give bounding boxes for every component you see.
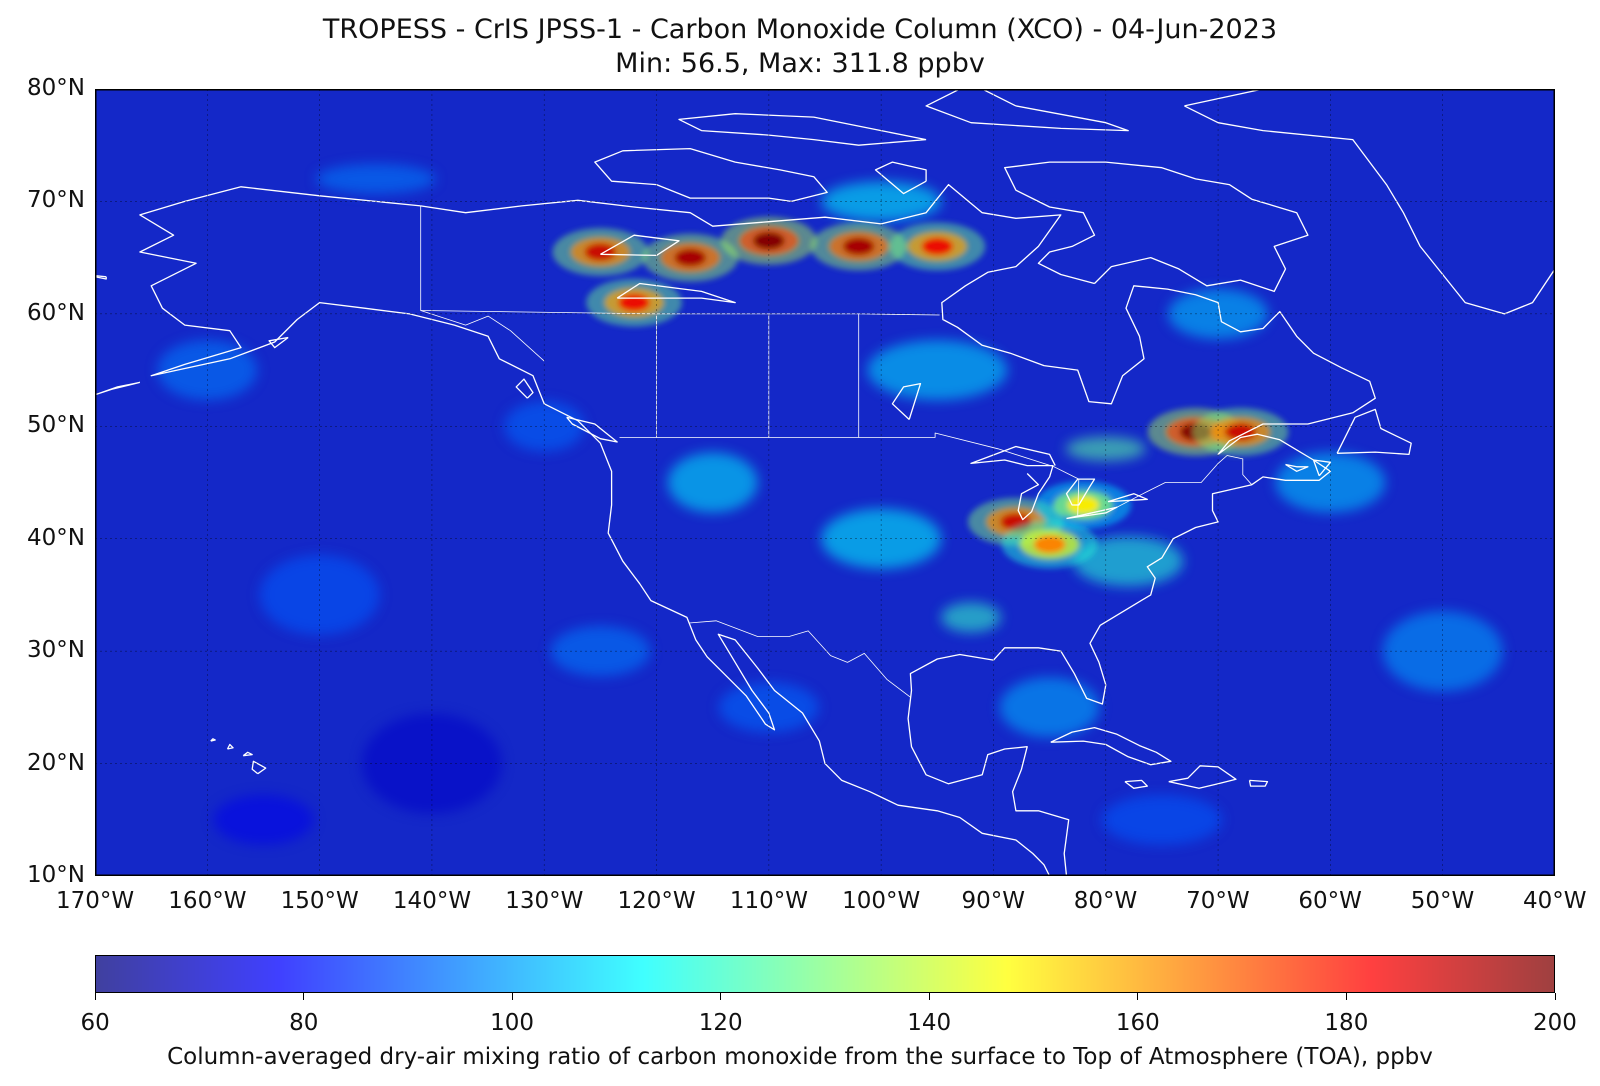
co-field-patch (941, 602, 1001, 633)
latitude-tick-label: 30°N (27, 637, 85, 664)
coastline-segment (874, 161, 927, 195)
colorbar-tick-label: 140 (907, 1010, 952, 1036)
coastline-segment (242, 751, 253, 757)
graticule (95, 89, 1555, 876)
coastline-segment (1050, 726, 1172, 766)
co-field-patch (867, 340, 1008, 401)
border-segment (420, 310, 940, 316)
coastline-segment (1107, 493, 1148, 503)
longitude-tick-label: 160°W (168, 888, 247, 914)
coastline-segment (566, 416, 618, 443)
co-field-patch (999, 677, 1100, 738)
co-plume (584, 243, 617, 262)
co-plume (674, 248, 707, 267)
border-segment (689, 620, 911, 698)
latitude-tick-label: 60°N (27, 299, 85, 326)
longitude-tick-label: 150°W (280, 888, 359, 914)
co-field-patch (667, 452, 758, 513)
coastline-segment (515, 378, 534, 399)
latitude-tick-label: 20°N (27, 749, 85, 776)
colorbar-tick-label: 200 (1533, 1010, 1577, 1036)
coastline-segment (891, 382, 922, 420)
longitude-tick-label: 90°W (961, 888, 1025, 914)
longitude-tick-label: 120°W (617, 888, 696, 914)
colorbar-tick-label: 100 (490, 1010, 535, 1036)
map-title: TROPESS - CrIS JPSS-1 - Carbon Monoxide … (322, 14, 1278, 45)
colorbar-tick-mark (928, 993, 930, 1000)
coastline-segment (616, 282, 736, 304)
colorbar-tick-label: 180 (1324, 1010, 1369, 1036)
coastline-segment (210, 738, 216, 742)
colorbar-tick-mark (1345, 993, 1347, 1000)
longitude-tick-label: 140°W (392, 888, 472, 914)
longitude-tick-label: 110°W (729, 888, 808, 914)
longitude-tick-label: 80°W (1073, 888, 1138, 914)
coastline-segment (95, 381, 141, 396)
coastline-segment (925, 89, 1129, 132)
co-field-patch (1065, 436, 1146, 461)
latitude-tick-label: 10°N (27, 862, 85, 888)
coastline-segment (1312, 459, 1332, 477)
longitude-tick-label: 40°W (1523, 888, 1587, 914)
coastline-segment (1285, 463, 1309, 472)
longitude-tick-label: 50°W (1410, 888, 1475, 914)
map-subtitle: Min: 56.5, Max: 311.8 ppbv (615, 48, 985, 79)
co-field-patch (718, 682, 819, 733)
latitude-tick-label: 50°N (27, 412, 85, 439)
latitude-tick-label: 40°N (27, 524, 85, 551)
border-segment (420, 205, 545, 362)
colorbar-label: Column-averaged dry-air mixing ratio of … (167, 1044, 1433, 1070)
latitude-tick-label: 70°N (27, 187, 85, 214)
colorbar-tick-mark (720, 993, 722, 1000)
colorbar-tick-mark (1137, 993, 1139, 1000)
coastline-segment (251, 760, 267, 775)
colorbar-tick-label: 60 (80, 1010, 110, 1036)
co-field-patch (1382, 611, 1503, 692)
coastline-segment (1248, 779, 1269, 787)
coastline-segment (1168, 765, 1237, 789)
co-field-patch (1275, 452, 1386, 513)
colorbar-tick-label: 120 (698, 1010, 743, 1036)
co-plume (1067, 495, 1100, 514)
coastline-segment (226, 743, 234, 750)
longitude-tick-label: 130°W (505, 888, 584, 914)
co-field-patch (1168, 288, 1269, 339)
map-frame (95, 89, 1555, 876)
colorbar-tick-label: 160 (1115, 1010, 1160, 1036)
colorbar-tick-mark (303, 993, 305, 1000)
longitude-tick-label: 60°W (1298, 888, 1362, 914)
longitude-tick-label: 70°W (1186, 888, 1250, 914)
coastline-segment (268, 336, 289, 349)
coastline-segment (678, 113, 927, 146)
latitude-tick-label: 80°N (27, 75, 85, 101)
coastline-segment (970, 445, 1056, 521)
co-plume (1033, 535, 1066, 554)
co-field-patch (213, 794, 314, 845)
colorbar-tick-label: 80 (289, 1010, 319, 1036)
longitude-tick-label: 170°W (56, 888, 135, 914)
colorbar-tick-mark (1554, 993, 1556, 1000)
coastline-segment (1124, 779, 1148, 789)
coastline-segment (1004, 161, 1309, 293)
colorbar-tick-mark (511, 993, 513, 1000)
co-plume (921, 237, 954, 256)
co-field-patch (1101, 794, 1222, 845)
coastline-segment (95, 274, 107, 280)
co-field-patch (1073, 536, 1184, 587)
co-concentration-map (95, 89, 1555, 876)
co-plume (842, 237, 875, 256)
colorbar-tick-mark (94, 993, 96, 1000)
coastline-segment (1336, 408, 1412, 456)
coastline-segment (600, 234, 680, 257)
coastline-segment (1184, 89, 1555, 315)
colorbar (95, 955, 1555, 993)
co-field-patch (315, 163, 436, 194)
border-segment (619, 432, 1253, 517)
coastline-segment (1065, 478, 1096, 506)
longitude-tick-label: 100°W (842, 888, 921, 914)
co-plume (618, 293, 651, 312)
